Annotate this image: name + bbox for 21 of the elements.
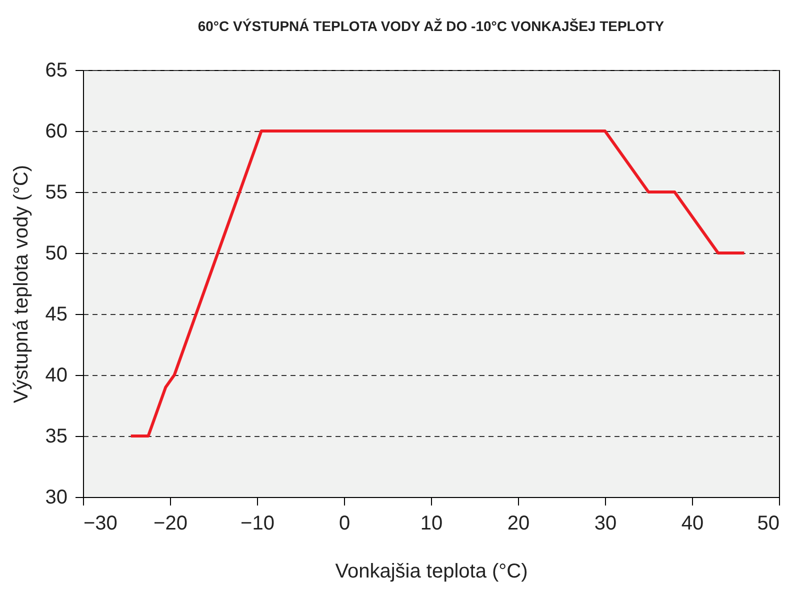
x-tick-label: 30 bbox=[594, 512, 617, 534]
y-tick-label: 40 bbox=[45, 364, 68, 386]
x-tick-label: 0 bbox=[338, 512, 350, 534]
y-tick-label: 60 bbox=[45, 120, 68, 142]
y-tick-label: 65 bbox=[45, 60, 68, 82]
y-tick-label: 30 bbox=[45, 486, 68, 508]
x-tick-label: 40 bbox=[681, 512, 704, 534]
y-tick-label: 35 bbox=[45, 426, 68, 448]
x-tick-label: 50 bbox=[757, 512, 780, 534]
x-tick-label: −30 bbox=[84, 512, 118, 534]
x-tick-label: −20 bbox=[154, 512, 188, 534]
x-tick-label: 10 bbox=[420, 512, 443, 534]
y-tick-label: 45 bbox=[45, 304, 68, 326]
chart-title: 60°C VÝSTUPNÁ TEPLOTA VODY AŽ DO -10°C VONKAJŠEJ TEPLOTY bbox=[198, 18, 665, 34]
line-series bbox=[129, 130, 746, 438]
x-tick-label: 20 bbox=[507, 512, 530, 534]
y-tick-label: 50 bbox=[45, 242, 68, 264]
y-tick-label: 55 bbox=[45, 182, 68, 204]
x-axis-title: Vonkajšia teplota (°C) bbox=[335, 560, 528, 582]
y-axis-title: Výstupná teplota vody (°C) bbox=[10, 164, 32, 404]
x-tick-label: −10 bbox=[240, 512, 274, 534]
